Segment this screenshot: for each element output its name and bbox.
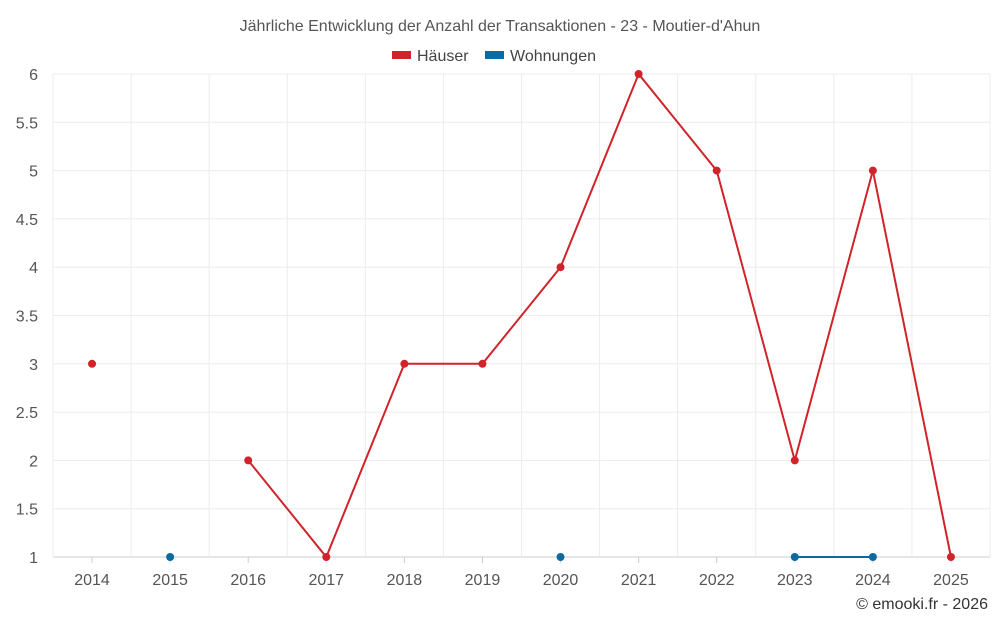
series (88, 70, 955, 561)
data-point[interactable] (868, 553, 877, 561)
y-tick-label: 3.5 (16, 309, 38, 326)
series-1 (166, 553, 877, 561)
data-point[interactable] (166, 553, 175, 561)
x-tick-label: 2023 (777, 572, 813, 589)
data-point[interactable] (88, 359, 97, 368)
legend-swatch-haeuser (392, 51, 411, 59)
data-point[interactable] (790, 553, 799, 561)
data-point[interactable] (322, 553, 331, 561)
data-point[interactable] (634, 70, 643, 78)
y-tick-label: 3 (29, 357, 38, 374)
legend-item-haeuser[interactable]: Häuser (392, 48, 469, 65)
x-tick-label: 2018 (387, 572, 423, 589)
data-point[interactable] (946, 553, 955, 561)
data-point[interactable] (556, 263, 565, 272)
y-tick-label: 1.5 (16, 502, 38, 519)
y-tick-label: 4.5 (16, 212, 38, 229)
x-tick-label: 2024 (855, 572, 891, 589)
credit-text: © emooki.fr - 2026 (856, 596, 988, 613)
x-tick-label: 2019 (465, 572, 501, 589)
x-tick-label: 2015 (152, 572, 188, 589)
data-point[interactable] (244, 456, 253, 465)
x-axis-ticks: 2014 2015 2016 2017 2018 2019 2020 2021 2022 2023… (74, 557, 969, 589)
series-line (247, 72, 952, 559)
y-tick-label: 6 (29, 67, 38, 84)
x-tick-label: 2020 (543, 572, 579, 589)
y-tick-label: 5 (29, 164, 38, 181)
data-point[interactable] (712, 166, 721, 175)
legend-label-wohnungen: Wohnungen (510, 48, 596, 65)
x-tick-label: 2022 (699, 572, 735, 589)
legend-label-haeuser: Häuser (417, 48, 469, 65)
x-tick-label: 2025 (933, 572, 969, 589)
legend: Häuser Wohnungen (392, 48, 596, 65)
data-point[interactable] (478, 359, 487, 368)
legend-swatch-wohnungen (485, 51, 504, 59)
y-tick-label: 2.5 (16, 405, 38, 422)
data-point[interactable] (556, 553, 565, 561)
y-tick-label: 1 (29, 550, 38, 567)
data-point[interactable] (400, 359, 409, 368)
y-tick-label: 2 (29, 453, 38, 470)
x-tick-label: 2021 (621, 572, 657, 589)
series-0 (88, 70, 955, 561)
y-tick-label: 5.5 (16, 115, 38, 132)
y-axis-ticks: 1 1.5 2 2.5 3 3.5 4 4.5 5 5.5 6 (16, 67, 38, 567)
x-tick-label: 2016 (230, 572, 266, 589)
x-tick-label: 2017 (308, 572, 344, 589)
data-point[interactable] (790, 456, 799, 465)
x-tick-label: 2014 (74, 572, 110, 589)
y-tick-label: 4 (29, 260, 38, 277)
legend-item-wohnungen[interactable]: Wohnungen (485, 48, 596, 65)
data-point[interactable] (868, 166, 877, 175)
chart-title: Jährliche Entwicklung der Anzahl der Tra… (240, 18, 761, 35)
